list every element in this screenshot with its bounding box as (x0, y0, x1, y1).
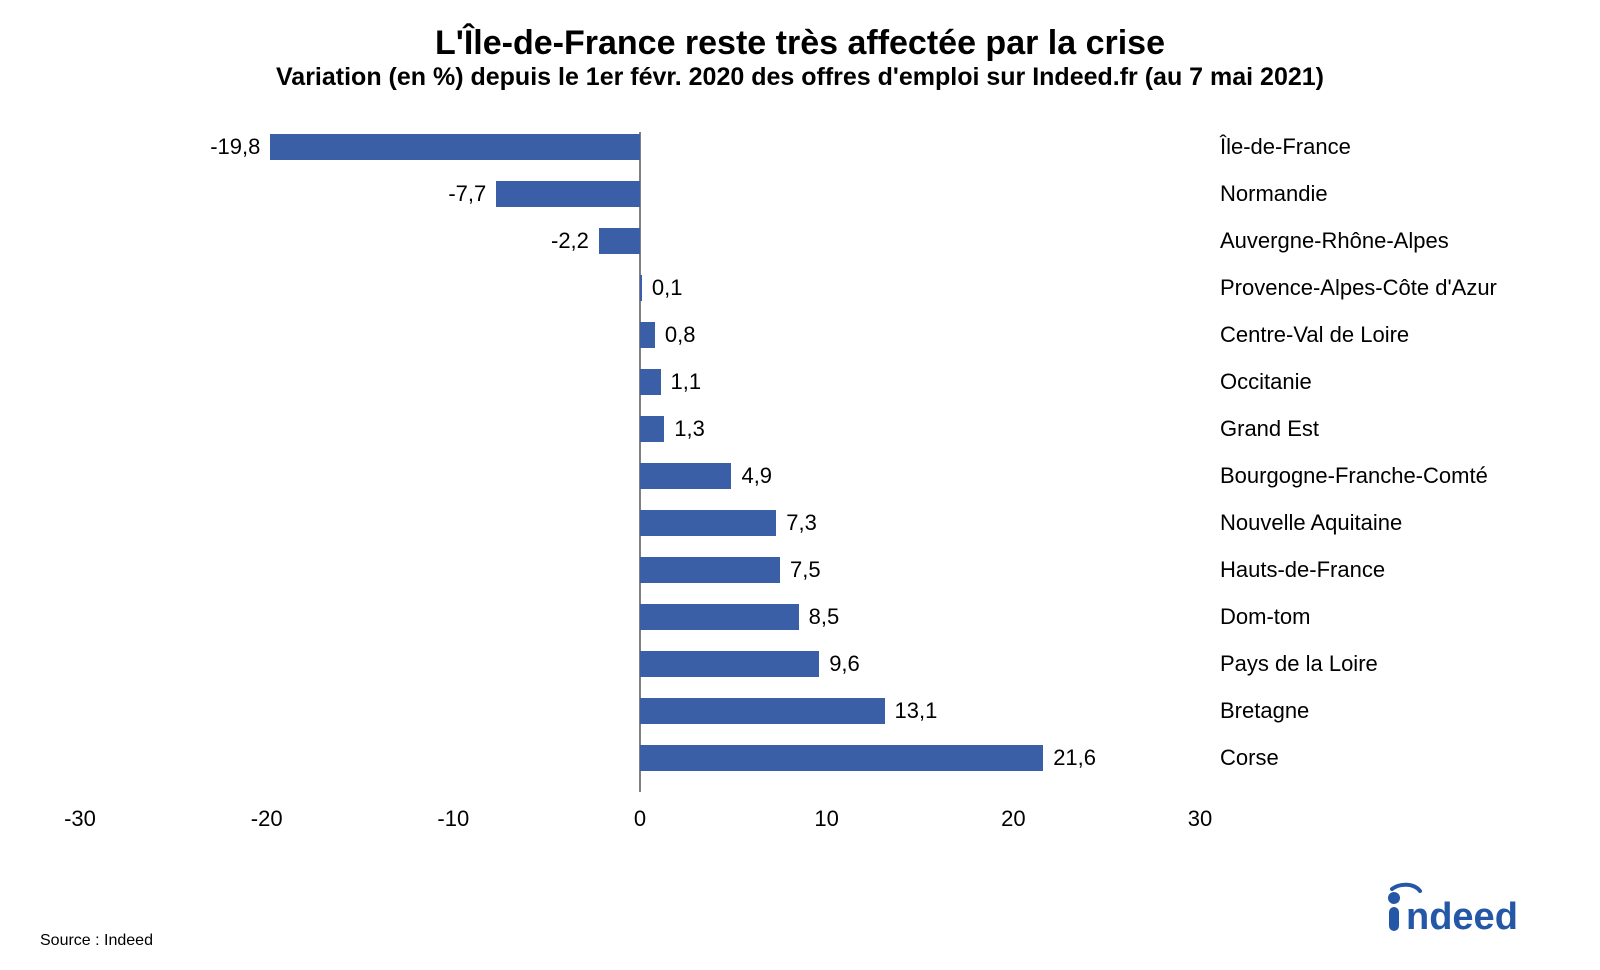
bar (640, 745, 1043, 771)
bar-value-label: -7,7 (448, 181, 486, 207)
chart-title: L'Île-de-France reste très affectée par … (40, 24, 1560, 63)
bar (640, 510, 776, 536)
x-tick-label: 10 (814, 806, 838, 832)
x-tick-label: -30 (64, 806, 96, 832)
category-label: Bretagne (1220, 698, 1309, 724)
bar (640, 322, 655, 348)
indeed-logo: ndeed (1380, 881, 1550, 940)
x-tick-label: 20 (1001, 806, 1025, 832)
bar (599, 228, 640, 254)
bar-value-label: 8,5 (809, 604, 840, 630)
x-tick-label: 30 (1188, 806, 1212, 832)
category-label: Île-de-France (1220, 134, 1351, 160)
category-label: Corse (1220, 745, 1279, 771)
category-label: Dom-tom (1220, 604, 1310, 630)
source-text: Source : Indeed (40, 932, 153, 950)
x-tick-label: -20 (251, 806, 283, 832)
bar (640, 698, 885, 724)
category-label: Nouvelle Aquitaine (1220, 510, 1402, 536)
bar (640, 275, 642, 301)
chart-container: L'Île-de-France reste très affectée par … (0, 0, 1600, 970)
chart-wrap: -30-20-100102030-19,8-7,7-2,20,10,81,11,… (80, 132, 1520, 852)
bar-value-label: 0,8 (665, 322, 696, 348)
bar (640, 416, 664, 442)
bar (270, 134, 640, 160)
bar (640, 557, 780, 583)
category-label: Pays de la Loire (1220, 651, 1378, 677)
category-label: Centre-Val de Loire (1220, 322, 1409, 348)
bar-value-label: 7,3 (786, 510, 817, 536)
category-label: Grand Est (1220, 416, 1319, 442)
x-tick-label: 0 (634, 806, 646, 832)
bar-value-label: -19,8 (210, 134, 260, 160)
bar-value-label: 1,3 (674, 416, 705, 442)
category-label: Hauts-de-France (1220, 557, 1385, 583)
bar-value-label: 21,6 (1053, 745, 1096, 771)
bar (640, 463, 731, 489)
bar-value-label: 9,6 (829, 651, 860, 677)
category-label: Bourgogne-Franche-Comté (1220, 463, 1488, 489)
bar (640, 369, 661, 395)
bar (640, 651, 819, 677)
chart-subtitle: Variation (en %) depuis le 1er févr. 202… (40, 63, 1560, 92)
bar (640, 604, 799, 630)
category-label: Auvergne-Rhône-Alpes (1220, 228, 1449, 254)
bar-value-label: 1,1 (671, 369, 702, 395)
category-label: Normandie (1220, 181, 1328, 207)
bar-value-label: 4,9 (741, 463, 772, 489)
x-tick-label: -10 (437, 806, 469, 832)
bar-value-label: 13,1 (895, 698, 938, 724)
svg-text:ndeed: ndeed (1406, 896, 1518, 935)
bar-value-label: 0,1 (652, 275, 683, 301)
bar-value-label: 7,5 (790, 557, 821, 583)
bar-value-label: -2,2 (551, 228, 589, 254)
category-label: Occitanie (1220, 369, 1312, 395)
bar (496, 181, 640, 207)
plot-area: -30-20-100102030-19,8-7,7-2,20,10,81,11,… (80, 132, 1200, 792)
category-label: Provence-Alpes-Côte d'Azur (1220, 275, 1497, 301)
